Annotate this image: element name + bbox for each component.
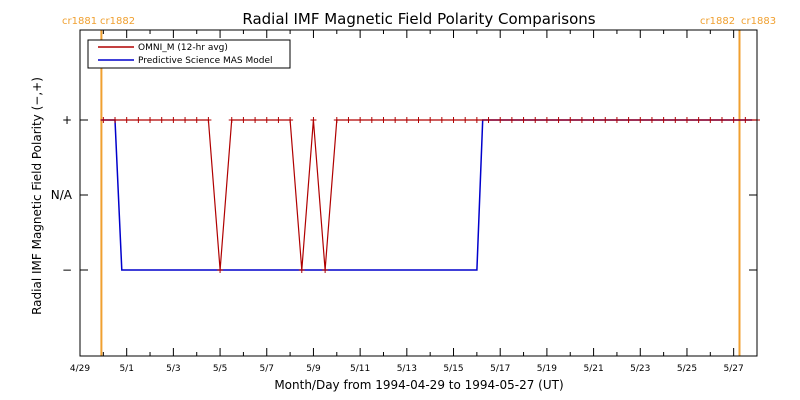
omni-point-marker (322, 267, 329, 273)
x-tick-label: 5/25 (677, 364, 697, 374)
omni-point-marker (368, 117, 375, 123)
omni-point-marker (590, 117, 597, 123)
omni-point-marker (707, 117, 714, 123)
plot-frame (79, 29, 758, 357)
omni-point-marker (520, 117, 527, 123)
omni-point-marker (380, 117, 387, 123)
x-tick-label: 5/27 (724, 364, 744, 374)
omni-point-marker (578, 117, 585, 123)
omni-point-marker (695, 117, 702, 123)
x-tick-label: 5/3 (166, 364, 180, 374)
omni-point-marker (450, 117, 457, 123)
omni-point-marker (217, 267, 224, 273)
marker-label-end-1: cr1882 (700, 16, 735, 27)
omni-point-marker (345, 117, 352, 123)
omni-point-marker (100, 117, 107, 123)
x-tick-label: 5/5 (213, 364, 227, 374)
omni-point-marker (287, 117, 294, 123)
omni-point-marker (392, 117, 399, 123)
series-line-mas (101, 119, 753, 271)
x-tick-label: 5/21 (583, 364, 603, 374)
x-tick-label: 5/9 (306, 364, 321, 374)
omni-point-marker (660, 117, 667, 123)
omni-point-marker (403, 117, 410, 123)
marker-label-end-2: cr1883 (741, 16, 776, 27)
x-tick-label: 5/17 (490, 364, 510, 374)
series-layer (100, 117, 760, 273)
omni-point-marker (497, 117, 504, 123)
x-tick-label: 5/23 (630, 364, 650, 374)
omni-point-marker (602, 117, 609, 123)
x-tick-label: 5/19 (537, 364, 557, 374)
omni-point-marker (310, 117, 317, 123)
omni-point-marker (252, 117, 259, 123)
y-tick-label: − (62, 263, 72, 277)
legend: OMNI_M (12-hr avg) Predictive Science MA… (87, 39, 291, 69)
legend-label-omni: OMNI_M (12-hr avg) (138, 43, 228, 53)
legend-label-mas: Predictive Science MAS Model (138, 56, 273, 66)
omni-point-marker (473, 117, 480, 123)
omni-point-marker (415, 117, 422, 123)
omni-point-marker (123, 117, 130, 123)
y-tick-label: N/A (51, 188, 73, 202)
omni-point-marker (357, 117, 364, 123)
omni-point-marker (462, 117, 469, 123)
omni-point-marker (508, 117, 515, 123)
omni-point-marker (228, 117, 235, 123)
omni-point-marker (718, 117, 725, 123)
y-axis-label: Radial IMF Magnetic Field Polarity (−,+) (30, 77, 44, 315)
omni-point-marker (275, 117, 282, 123)
omni-point-marker (240, 117, 247, 123)
marker-label-start-2: cr1882 (100, 16, 135, 27)
omni-point-marker (637, 117, 644, 123)
y-tick-label: + (62, 113, 72, 127)
omni-point-marker (158, 117, 165, 123)
omni-point-marker (730, 117, 737, 123)
chart-title: Radial IMF Magnetic Field Polarity Compa… (242, 10, 595, 28)
omni-point-marker (333, 117, 340, 123)
omni-point-marker (555, 117, 562, 123)
omni-point-marker (205, 117, 212, 123)
omni-point-marker (543, 117, 550, 123)
omni-point-marker (170, 117, 177, 123)
x-tick-label: 5/1 (119, 364, 133, 374)
omni-point-marker (147, 117, 154, 123)
omni-point-marker (427, 117, 434, 123)
series-line-omni (103, 119, 757, 271)
omni-point-marker (613, 117, 620, 123)
omni-point-marker (135, 117, 142, 123)
x-tick-label: 5/15 (443, 364, 463, 374)
omni-point-marker (532, 117, 539, 123)
omni-point-marker (625, 117, 632, 123)
omni-point-marker (112, 117, 119, 123)
omni-point-marker (648, 117, 655, 123)
omni-point-marker (672, 117, 679, 123)
omni-point-marker (485, 117, 492, 123)
x-tick-label: 4/29 (70, 364, 90, 374)
omni-point-marker (742, 117, 749, 123)
omni-point-marker (438, 117, 445, 123)
marker-label-start-1: cr1881 (62, 16, 97, 27)
x-tick-label: 5/13 (397, 364, 417, 374)
x-tick-label: 5/11 (350, 364, 370, 374)
rotation-markers (100, 30, 741, 356)
x-tick-label: 5/7 (260, 364, 274, 374)
omni-point-marker (683, 117, 690, 123)
ticks-layer: 4/29 5/1 5/3 5/5 5/7 5/9 5/11 5/13 5/15 5/17 5/19 5… (51, 30, 757, 374)
x-axis-label: Month/Day from 1994-04-29 to 1994-05-27 … (274, 378, 563, 392)
omni-point-marker (567, 117, 574, 123)
omni-point-marker (193, 117, 200, 123)
legend-box (87, 39, 291, 69)
omni-point-marker (182, 117, 189, 123)
omni-point-marker (298, 267, 305, 273)
omni-point-marker (263, 117, 270, 123)
